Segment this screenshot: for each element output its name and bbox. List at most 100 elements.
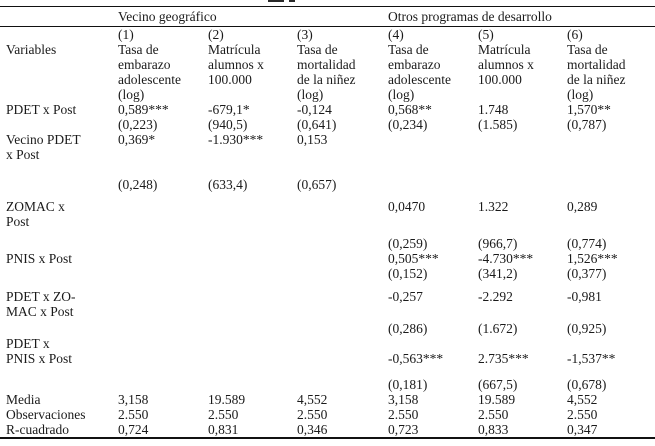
- table-row: PNIS x Post 0,505*** -4.730*** 1,526***: [0, 251, 655, 266]
- spacer-row: [0, 229, 655, 236]
- table-cell: 2.550: [118, 407, 149, 422]
- column-number: (1): [118, 27, 134, 42]
- table-cell: [561, 177, 655, 192]
- table-cell: (341,2): [478, 266, 518, 281]
- table-cell: (0,377): [567, 266, 607, 281]
- row-label: [0, 266, 112, 281]
- column-number: (5): [478, 27, 494, 42]
- table-cell: 2.550: [297, 407, 328, 422]
- column-number: (4): [388, 27, 404, 42]
- column-title: Tasa de mortalidad de la niñez (log): [567, 42, 626, 102]
- table-cell: -1,537**: [567, 351, 616, 366]
- table-cell: 0,347: [567, 422, 598, 437]
- table-cell: 1,526***: [567, 251, 618, 266]
- table-cell: -4.730***: [478, 251, 534, 266]
- table-cell: 2.550: [208, 407, 239, 422]
- table-cell: 3,158: [388, 392, 419, 407]
- spacer-cell: [0, 229, 655, 236]
- table-cell: 2.735***: [478, 351, 529, 366]
- table-cell: (0,774): [567, 236, 607, 251]
- row-label: PDET x: [6, 336, 50, 351]
- table-cell: [291, 266, 382, 281]
- table-cell: -0,981: [567, 289, 602, 304]
- table-cell: (633,4): [208, 177, 248, 192]
- table-cell: -2.292: [478, 289, 513, 304]
- column-titles-row: Variables Tasa de embarazo adolescente (…: [0, 42, 655, 102]
- row-label: Observaciones: [6, 407, 86, 422]
- table-cell: [382, 336, 472, 351]
- table-cell: (0,641): [297, 117, 337, 132]
- spacer-cell: [0, 366, 655, 377]
- row-label: [0, 377, 112, 392]
- column-title: Matrícula alumnos x 100.000: [208, 42, 264, 87]
- table-cell: [202, 289, 291, 304]
- table-cell: (0,678): [567, 377, 607, 392]
- table-cell: (966,7): [478, 236, 518, 251]
- table-row: Post: [0, 214, 655, 229]
- table-cell: [472, 147, 561, 162]
- table-cell: [112, 336, 202, 351]
- table-cell: 3,158: [118, 392, 149, 407]
- table-cell: 2.550: [567, 407, 598, 422]
- column-number: (2): [208, 27, 224, 42]
- column-title: Matrícula alumnos x 100.000: [478, 42, 534, 87]
- table-cell: [291, 147, 382, 162]
- table-cell: [291, 321, 382, 336]
- column-numbers-row: (1) (2) (3) (4) (5) (6): [0, 27, 655, 43]
- row-label: PDET x ZO-: [6, 289, 76, 304]
- table-cell: 0,346: [297, 422, 328, 437]
- table-cell: [561, 214, 655, 229]
- table-cell: 2.550: [478, 407, 509, 422]
- row-label: ZOMAC x: [6, 199, 65, 214]
- column-title: Tasa de mortalidad de la niñez (log): [297, 42, 356, 102]
- table-cell: [472, 132, 561, 147]
- table-row: (0,248) (633,4) (0,657): [0, 177, 655, 192]
- table-cell: [112, 351, 202, 366]
- table-cell: -0,563***: [388, 351, 444, 366]
- table-row: MAC x Post: [0, 304, 655, 319]
- table-cell: [112, 321, 202, 336]
- table-row: PDET x Post 0,589*** -679,1* -0,124 0,568** 1…: [0, 102, 655, 117]
- spacer-row: [0, 281, 655, 289]
- table-cell: (940,5): [208, 117, 248, 132]
- column-number: (6): [567, 27, 583, 42]
- table-cell: [291, 289, 382, 304]
- table-cell: (0,152): [388, 266, 428, 281]
- table-cell: -0,257: [388, 289, 423, 304]
- spacer-row: [0, 192, 655, 199]
- table-cell: [382, 177, 472, 192]
- table-cell: [291, 251, 382, 266]
- table-cell: [382, 304, 472, 319]
- table-cell: 0,589***: [118, 102, 169, 117]
- table-cell: [561, 336, 655, 351]
- table-cell: [112, 377, 202, 392]
- table-cell: 0,289: [567, 199, 598, 214]
- column-title: Tasa de embarazo adolescente (log): [118, 42, 181, 102]
- table-cell: [202, 351, 291, 366]
- table-row: R-cuadrado 0,724 0,831 0,346 0,723 0,833 0,347: [0, 422, 655, 438]
- spacer-cell: [0, 281, 655, 289]
- column-number: (3): [297, 27, 313, 42]
- table-cell: 0,568**: [388, 102, 432, 117]
- spacer-cell: [0, 162, 655, 177]
- table-cell: (0,234): [388, 117, 428, 132]
- table-cell: [291, 236, 382, 251]
- column-title: Tasa de embarazo adolescente (log): [388, 42, 451, 102]
- spacer-row: [0, 162, 655, 177]
- table-cell: 0,723: [388, 422, 419, 437]
- table-cell: [291, 351, 382, 366]
- table-row: (0,259) (966,7) (0,774): [0, 236, 655, 251]
- table-cell: (0,181): [388, 377, 428, 392]
- table-cell: [291, 304, 382, 319]
- table-cell: [112, 304, 202, 319]
- table-cell: 0,153: [297, 132, 328, 147]
- table-cell: (0,248): [118, 177, 158, 192]
- table-cell: -1.930***: [208, 132, 264, 147]
- table-row: (0,181) (667,5) (0,678): [0, 377, 655, 392]
- table-cell: 0,369*: [118, 132, 156, 147]
- table-cell: [112, 199, 202, 214]
- table-row: (0,223) (940,5) (0,641) (0,234) (1.585) (0,78…: [0, 117, 655, 132]
- row-label: MAC x Post: [6, 304, 74, 319]
- row-label: Vecino PDET: [6, 132, 81, 147]
- table-cell: [202, 304, 291, 319]
